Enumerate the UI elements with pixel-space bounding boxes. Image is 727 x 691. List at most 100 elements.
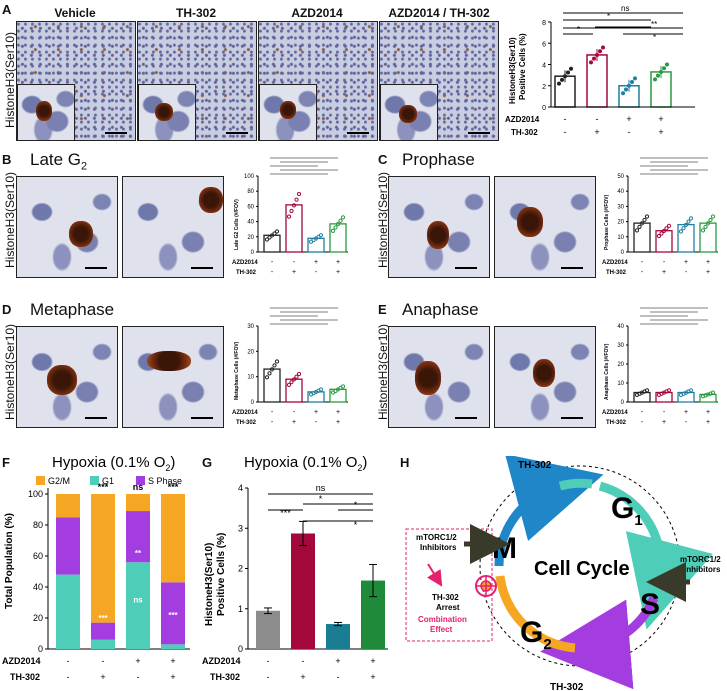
f-th-sign: -	[67, 672, 70, 682]
g-tick-label: 1	[238, 604, 243, 614]
f-bar-segment	[91, 494, 115, 623]
point	[700, 228, 706, 233]
f-bar-segment	[161, 582, 185, 645]
panel-a-point	[665, 62, 669, 67]
th-sign: +	[292, 419, 296, 426]
legend-swatch	[136, 476, 145, 485]
bar	[677, 223, 695, 253]
tick-label: 0	[621, 250, 625, 256]
panel-a-tick-label: 6	[542, 41, 546, 48]
g-th-row-label: TH-302	[210, 672, 240, 682]
g-azd-sign: +	[335, 656, 340, 666]
g-azd-sign: -	[302, 656, 305, 666]
panel-a-title-azd2014: AZD2014	[291, 6, 343, 20]
point	[289, 208, 294, 214]
f-top-sig: ***	[98, 482, 109, 492]
point	[274, 359, 280, 364]
point	[333, 225, 338, 230]
f-bar-segment	[91, 639, 115, 649]
g-bar	[326, 624, 350, 649]
f-th-row-label: TH-302	[10, 672, 40, 682]
th-sign: +	[336, 419, 340, 426]
point	[272, 363, 277, 368]
f-bar-segment	[56, 517, 80, 575]
g1-label: G1	[611, 492, 643, 529]
f-azd-sign: -	[67, 656, 70, 666]
tick-label: 30	[617, 204, 624, 210]
point	[710, 390, 716, 395]
point	[639, 221, 645, 226]
azd-sign: +	[336, 409, 340, 416]
point	[340, 384, 346, 389]
panel-a-point	[659, 69, 663, 74]
panel-e-chart: 0 10 20 30 40 Anaphase Cells (#/FOV) AZD2014 TH…	[602, 307, 718, 426]
tick-label: 20	[617, 362, 624, 368]
point	[686, 219, 691, 224]
g-th-sign: -	[267, 672, 270, 682]
f-inner-sig: **	[135, 549, 142, 558]
g-azd-sign: -	[267, 656, 270, 666]
azd-sign: +	[706, 259, 710, 266]
g-sig: *	[354, 520, 358, 530]
panel-a-point	[563, 74, 567, 79]
th-sign: -	[641, 269, 644, 276]
g-bar	[291, 533, 315, 649]
point	[267, 235, 272, 240]
point	[681, 226, 686, 231]
th-sign: +	[706, 269, 710, 276]
panel-h-diagram: G1 S G2 M Cell Cycle TH-302 TH-302 mTORC…	[405, 456, 721, 691]
panel-a-chart: 0 2 4 6 8 HistoneH3(Ser10) Positive Cells (%…	[505, 4, 695, 137]
th-sign: -	[685, 269, 688, 276]
panel-a-th-sign: -	[564, 127, 567, 137]
point	[291, 203, 297, 208]
bar	[655, 391, 673, 403]
azd-sign: -	[663, 259, 666, 266]
panel-a-ylabel: HistoneH3(Ser10)	[3, 31, 17, 128]
legend-label: S Phase	[148, 476, 182, 486]
point	[289, 380, 294, 385]
panel-g-title: Hypoxia (0.1% O2)	[244, 454, 367, 473]
panel-a-point	[633, 76, 637, 81]
g-tick-label: 2	[238, 564, 243, 574]
g-sig: ns	[316, 483, 326, 493]
th-sign: -	[641, 419, 644, 426]
f-th-sign: -	[137, 672, 140, 682]
f-bar-segment	[56, 574, 80, 649]
tick-label: 50	[617, 174, 624, 180]
tick-label: 10	[617, 381, 624, 387]
panel-a-point	[601, 45, 605, 50]
f-tick-label: 0	[38, 644, 43, 654]
micrograph-late-g2-1	[16, 176, 118, 278]
point	[272, 231, 277, 236]
point	[274, 229, 280, 234]
panel-a-title-th302: TH-302	[175, 6, 216, 20]
panel-h-label: H	[400, 455, 410, 470]
panel-e-label: E	[378, 302, 387, 317]
point	[335, 222, 341, 227]
azd-sign: -	[293, 409, 296, 416]
sig-star3: *	[653, 33, 656, 42]
inhibitor-left-label: mTORC1/2 Inhibitors	[416, 533, 457, 552]
panel-a-chart-ylabel-1: HistoneH3(Ser10)	[508, 37, 517, 104]
g-azd-row-label: AZD2014	[202, 656, 241, 666]
g-sig: *	[354, 500, 358, 510]
tick-label: 20	[617, 220, 624, 226]
g-tick-label: 4	[238, 483, 243, 493]
point	[688, 216, 694, 221]
bar	[285, 204, 303, 253]
tick-label: 0	[251, 250, 255, 256]
f-bar-segment	[91, 622, 115, 640]
tick-label: 40	[247, 220, 254, 226]
bar	[699, 393, 717, 403]
micrograph-metaphase-1	[16, 326, 118, 428]
f-bar-segment	[126, 511, 150, 563]
micrograph-azd2014	[258, 21, 378, 141]
point	[678, 229, 684, 234]
f-bar-segment	[126, 494, 150, 512]
sig-star: *	[607, 12, 610, 21]
panel-a-point	[653, 77, 657, 82]
legend-label: G1	[102, 476, 114, 486]
azd-sign: -	[293, 259, 296, 266]
combination-label: Combination Effect	[418, 615, 467, 634]
panel-a-tick-label: 2	[542, 84, 546, 91]
